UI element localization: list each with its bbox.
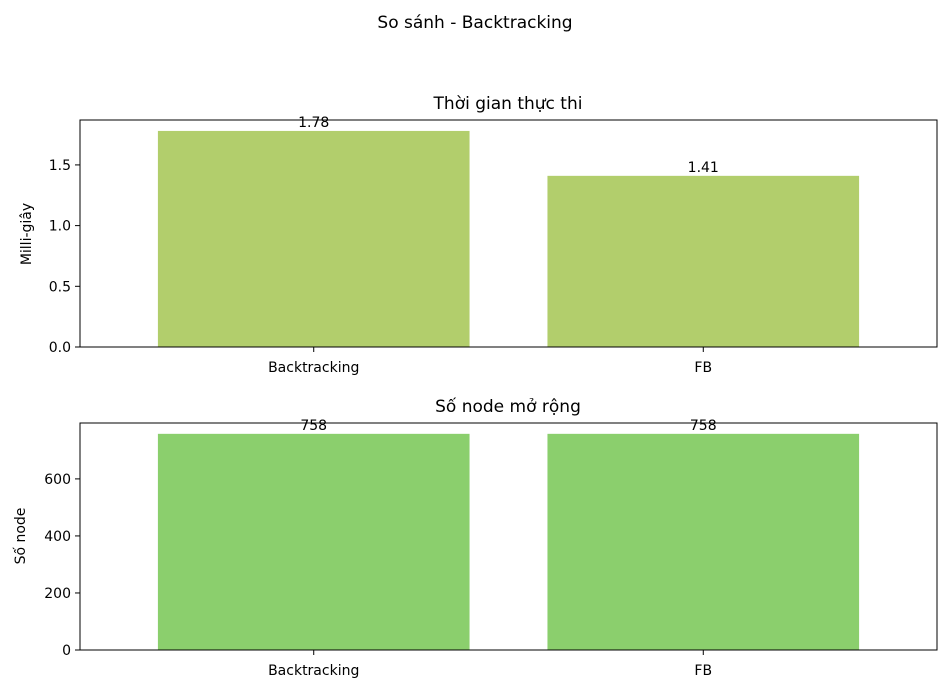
bar-value-label: 1.78 (298, 115, 329, 131)
y-axis-label: Milli-giây (19, 203, 35, 265)
bar-group: 1.78 1.41 (157, 115, 860, 347)
x-tick-label: FB (694, 360, 712, 376)
bar-value-label: 758 (300, 418, 327, 434)
y-axis-label: Số node (12, 508, 29, 565)
y-tick-label: 1.0 (49, 219, 71, 235)
y-tick-label: 0.0 (49, 340, 71, 356)
y-tick-label: 400 (44, 529, 71, 545)
plot-frame (79, 422, 938, 651)
plot-frame (79, 119, 938, 348)
y-tick-label: 0 (62, 643, 71, 659)
y-tick-label: 200 (44, 586, 71, 602)
bar-value-label: 1.41 (688, 160, 719, 176)
chart-title: Số node mở rộng (435, 396, 581, 417)
bar-value-label: 758 (690, 418, 717, 434)
y-tick-label: 0.5 (49, 279, 71, 295)
bar (547, 433, 860, 650)
axis-ticks: Backtracking FB 0.0 0.5 1.0 1.5 (49, 158, 712, 376)
axis-ticks: Backtracking FB 0 200 400 600 (44, 472, 712, 679)
bar (157, 433, 470, 650)
chart-execution-time: Thời gian thực thi 1.78 1.41 Backtracking… (19, 94, 938, 376)
y-tick-label: 600 (44, 472, 71, 488)
bar-group: 758 758 (157, 418, 860, 650)
bar (157, 130, 470, 347)
chart-expanded-nodes: Số node mở rộng 758 758 Backtracking FB 0 20… (12, 396, 938, 679)
x-tick-label: Backtracking (268, 360, 359, 376)
x-tick-label: Backtracking (268, 663, 359, 679)
x-tick-label: FB (694, 663, 712, 679)
chart-title: Thời gian thực thi (433, 94, 583, 114)
figure-suptitle: So sánh - Backtracking (377, 13, 572, 33)
y-tick-label: 1.5 (49, 158, 71, 174)
bar (547, 175, 860, 347)
